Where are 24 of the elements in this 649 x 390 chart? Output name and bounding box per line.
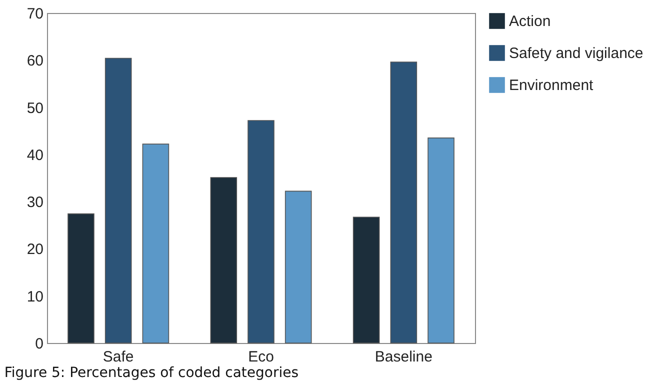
y-tick-label: 0 xyxy=(35,336,44,352)
legend-label: Environment xyxy=(509,77,594,94)
bar xyxy=(142,144,170,344)
y-tick-label: 10 xyxy=(26,288,44,306)
y-tick-label: 70 xyxy=(26,6,44,22)
legend-label: Safety and vigilance xyxy=(509,45,644,62)
y-tick-label: 20 xyxy=(26,241,44,258)
bar xyxy=(352,216,380,344)
bar xyxy=(284,190,312,344)
y-tick-label: 40 xyxy=(26,146,44,164)
bar xyxy=(390,62,418,344)
x-tick-label: Baseline xyxy=(374,348,432,366)
bar xyxy=(248,120,274,344)
y-tick-label: 60 xyxy=(26,52,44,70)
y-tick-label: 30 xyxy=(26,194,44,212)
legend-label: Action xyxy=(509,13,551,30)
caption: Figure 5: Percentages of coded categories xyxy=(4,365,299,381)
y-tick-label: 50 xyxy=(26,100,44,117)
bar xyxy=(210,177,238,344)
bar xyxy=(428,138,454,344)
x-tick-label: Safe xyxy=(102,348,134,366)
bar xyxy=(68,213,94,344)
x-tick-label: Eco xyxy=(248,348,274,366)
bar xyxy=(104,58,132,344)
